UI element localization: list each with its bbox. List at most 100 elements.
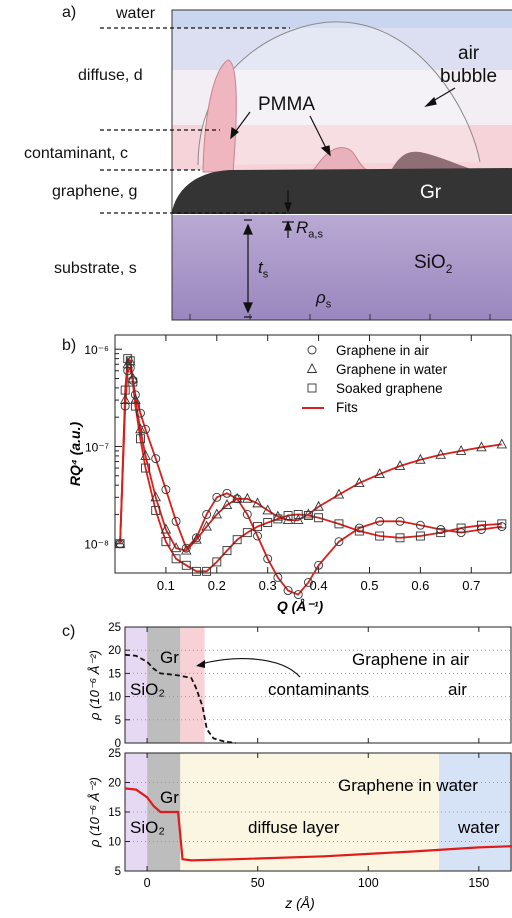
fit-line [119,359,502,552]
region-label-gr: Gr [160,788,179,807]
layer-label-graphene: graphene, g [52,183,138,200]
data-point-triangle [242,492,253,503]
plot-frame [124,626,512,744]
arrows [230,87,456,318]
x-tick-label: 0.4 [310,578,328,593]
y-tick-label: 20 [108,778,121,790]
y-axis-label: ρ (10⁻⁶ Å⁻²) [87,650,102,721]
region-label-sio2: SiO₂ [130,818,165,837]
contaminant-arrowhead [196,660,205,668]
r-text: R [296,218,309,237]
panel-c-label: c) [62,623,76,640]
panel-a-frame [171,9,512,321]
data-point-circle [253,531,262,541]
data-point-square [130,401,140,411]
layer-label-diffuse: diffuse, d [78,67,143,84]
region-label-sio2: SiO₂ [130,680,165,699]
data-point-triangle [181,544,192,555]
rho-subscript: s [325,298,332,311]
data-point-triangle [394,460,406,470]
data-point-triangle [221,499,233,509]
y-tick-label: 0 [115,738,121,750]
y-tick-label: 10⁻⁶ [84,343,109,357]
data-point-triangle [160,523,172,534]
y-tick-label: 25 [108,748,121,760]
data-point-triangle [455,444,467,455]
panel-b: b) 0.1 0.2 0.3 0.4 0.5 0.6 0.7 10⁻⁸ 10⁻⁷ 10⁻⁶ Q (Å… [0,325,512,615]
data-point-circle [212,492,222,502]
legend-marker-circle [307,345,317,355]
region-band [125,627,148,743]
data-point-square [232,535,242,545]
data-point-triangle [135,423,146,434]
data-point-circle [232,494,242,504]
y-tick-label: 10 [108,837,121,849]
data-point-square [354,526,364,536]
data-point-square [181,560,191,570]
data-point-triangle [354,477,365,488]
legend-label: Graphene in water [336,362,448,377]
y-axis-label: RQ⁴ (a.u.) [67,422,83,487]
sld-profile-charts: 0 5 10 15 20 25 ρ (10⁻⁶ Å⁻²) Graphene in air 5 10… [87,622,512,911]
region-label-diffuse: diffuse layer [248,818,340,837]
data-point-square [303,511,313,520]
panel-a-label: a) [62,4,77,21]
data-point-triangle [140,449,151,460]
density-label: ρs [316,288,331,310]
x-tick-label: 0.3 [259,578,277,593]
x-axis-label: Q (Å⁻¹) [277,598,324,614]
data-point-circle [130,390,140,400]
y-tick-label: 5 [115,866,121,878]
data-point-triangle [333,488,345,499]
legend-marker-triangle [306,363,318,373]
x-tick-label: 0.6 [411,578,429,593]
data-point-square [191,566,201,576]
substrate-band [172,215,512,320]
x-tick-label: 0.5 [360,578,378,593]
pmma-bump [311,147,373,173]
legend-label: Graphene in air [336,343,430,358]
data-point-circle [202,509,212,519]
panel-a-schematic [100,9,512,321]
region-band [180,627,205,743]
air-label: air [458,43,480,64]
data-point-square [141,463,150,473]
data-point-circle [123,366,133,376]
legend-label: Fits [336,400,358,415]
panel-a: a) water diffuse, d contaminant, c graph… [0,0,512,325]
y-axis-label: ρ (10⁻⁶ Å⁻²) [87,777,102,848]
data-point-square [125,356,135,366]
x-tick-label: 0 [144,876,151,890]
data-point-square [151,505,161,515]
data-point-circle [283,586,293,596]
data-point-square [375,531,385,541]
data-point-square [253,522,262,532]
region-label-gr: Gr [160,648,179,667]
plot-frame [114,334,512,574]
data-point-square [242,528,252,538]
pmma-label: PMMA [258,94,315,115]
y-tick-label: 25 [108,622,121,634]
data-point-square [293,509,303,519]
data-point-triangle [476,441,487,452]
data-point-circle [120,401,130,411]
data-point-triangle [170,542,182,553]
data-point-circle [181,543,191,553]
data-point-triangle [201,520,212,531]
data-point-triangle [374,468,385,479]
data-point-circle [151,454,161,464]
data-point-square [135,434,145,444]
layer-label-water: water [116,5,156,22]
layer-label-substrate: substrate, s [54,260,137,277]
data-point-square [273,514,283,524]
data-point-triangle [292,514,304,525]
data-point-square [161,537,171,547]
data-point-triangle [150,491,161,502]
data-point-square [456,523,466,533]
t-text: t [258,258,263,277]
data-point-square [334,519,344,529]
data-point-square [222,546,232,556]
legend-label: Soaked graphene [336,381,443,396]
data-point-square [395,533,405,543]
data-point-square [120,385,130,395]
